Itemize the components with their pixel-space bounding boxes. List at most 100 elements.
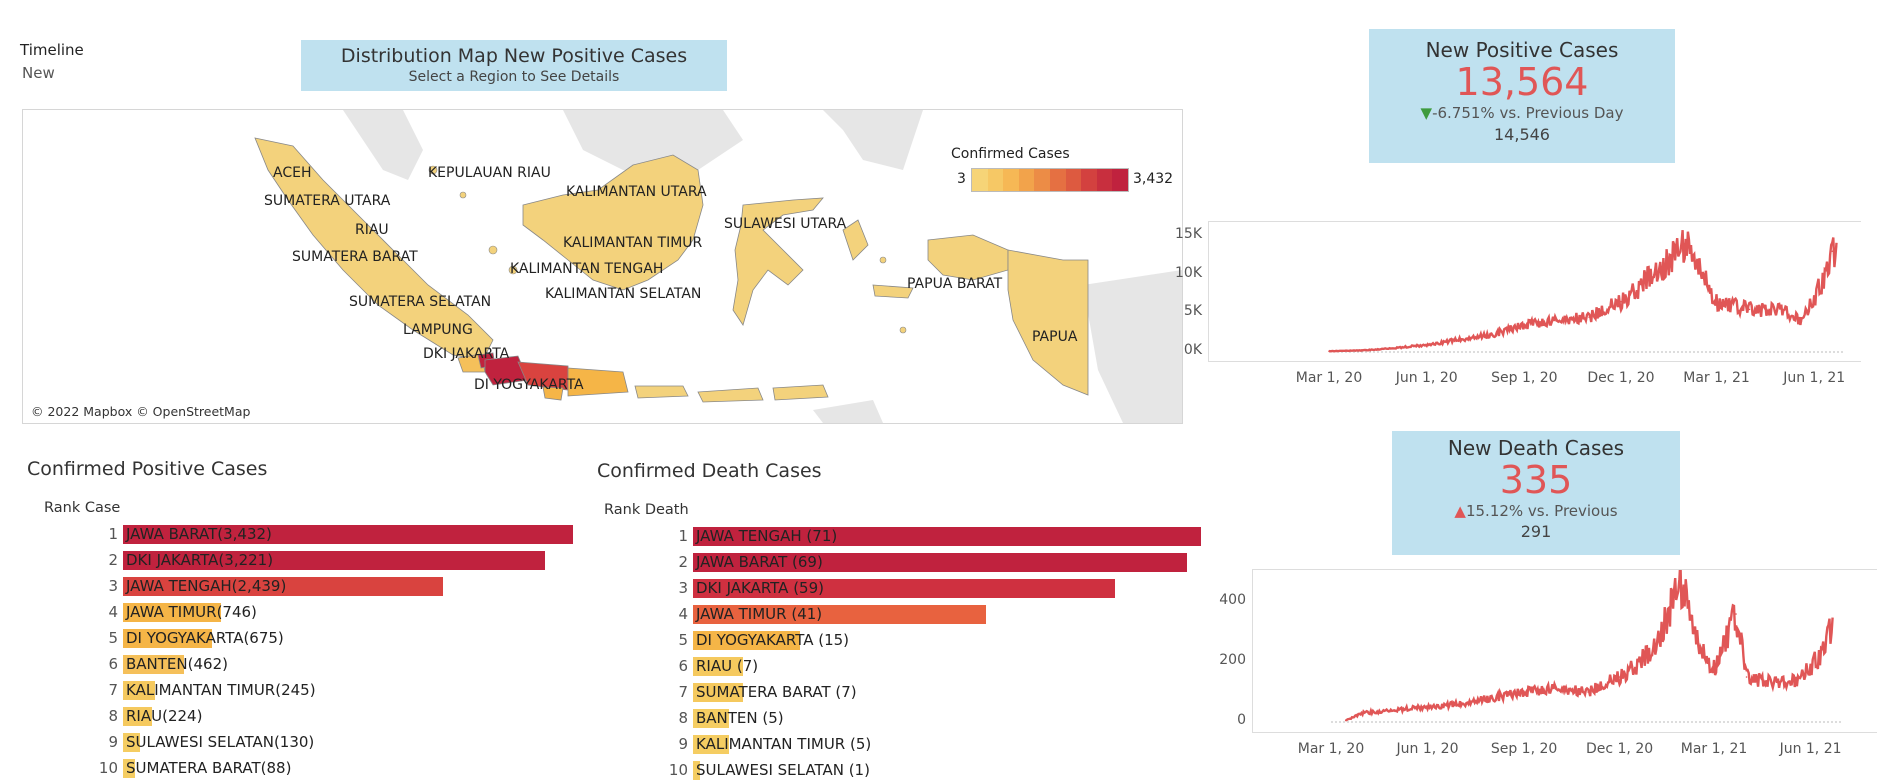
death-kpi-change: 15.12% vs. Previous [1465,501,1618,520]
map-label-kalimantan-timur: KALIMANTAN TIMUR [563,235,703,251]
positive-trend-point [1457,338,1460,341]
island-dot [428,165,438,175]
rank-label: SULAWESI SELATAN(130) [126,733,315,751]
positive_ranking-rank-row[interactable]: 5 DI YOGYAKARTA(675) [88,628,593,650]
x-tick-label: Jun 1, 20 [1396,741,1459,757]
positive_ranking-rank-row[interactable]: 4 JAWA TIMUR(746) [88,602,593,624]
rank-number: 1 [678,527,688,545]
rank-bar[interactable] [123,525,573,544]
positive_ranking-rank-row[interactable]: 6 BANTEN(462) [88,654,593,676]
rank-bar[interactable] [123,681,155,700]
rank-bar[interactable] [123,733,140,752]
rank-label: RIAU (7) [696,657,759,675]
positive-trend-svg[interactable] [1209,222,1861,361]
death_ranking-rank-row[interactable]: 4 JAWA TIMUR (41) [658,604,1221,626]
rank-bar[interactable] [693,735,729,754]
rank-number: 4 [108,603,118,621]
triangle-up-icon: ▲ [1454,501,1466,520]
triangle-down-icon: ▼ [1420,103,1433,122]
indonesia-map[interactable]: ACEH KEPULAUAN RIAU KALIMANTAN UTARA SUM… [22,109,1183,424]
neighbor-land-borneo-north [563,110,743,180]
death_ranking-rank-row[interactable]: 2 JAWA BARAT (69) [658,552,1221,574]
region-jawa-timur[interactable] [567,367,629,397]
death-trend-point [1745,676,1748,678]
map-label-papua: PAPUA [1032,329,1078,345]
positive-ranking-header: Rank Case [44,500,121,516]
positive-trend-point [1780,308,1783,311]
death_ranking-rank-row[interactable]: 7 SUMATERA BARAT (7) [658,682,1221,704]
rank-bar[interactable] [123,603,221,622]
death_ranking-rank-row[interactable]: 8 BANTEN (5) [658,708,1221,730]
death-trend-point [1394,709,1396,711]
x-tick-label: Mar 1, 20 [1295,370,1363,386]
death_ranking-rank-row[interactable]: 6 RIAU (7) [658,656,1221,678]
region-sulawesi[interactable] [732,197,824,326]
positive_ranking-rank-row[interactable]: 10 SUMATERA BARAT(88) [88,758,593,780]
positive_ranking-rank-row[interactable]: 1 JAWA BARAT(3,432) [88,524,593,546]
rank-bar[interactable] [123,707,152,726]
rank-number: 10 [668,761,688,779]
positive_ranking-rank-row[interactable]: 3 JAWA TENGAH(2,439) [88,576,593,598]
positive-trend-point [1683,242,1686,245]
positive-trend-point [1748,308,1751,311]
death-kpi-card: New Death Cases 335 ▲15.12% vs. Previous… [1392,431,1680,555]
positive_ranking-rank-row[interactable]: 7 KALIMANTAN TIMUR(245) [88,680,593,702]
positive_ranking-rank-row[interactable]: 9 SULAWESI SELATAN(130) [88,732,593,754]
rank-bar[interactable] [693,631,800,650]
map-svg[interactable] [23,110,1182,423]
death_ranking-rank-row[interactable]: 3 DKI JAKARTA (59) [658,578,1221,600]
rank-bar[interactable] [693,527,1201,546]
rank-bar[interactable] [123,577,443,596]
region-jawa-barat[interactable] [484,355,529,386]
death_ranking-rank-row[interactable]: 1 JAWA TENGAH (71) [658,526,1221,548]
positive_ranking-rank-row[interactable]: 8 RIAU(224) [88,706,593,728]
rank-bar[interactable] [693,553,1187,572]
region-nusa-tenggara[interactable] [634,384,829,403]
positive-trend-chart[interactable] [1208,221,1861,362]
positive-trend-line [1328,229,1838,353]
positive-kpi-value: 13,564 [1455,60,1589,104]
x-tick-label: Jun 1, 21 [1783,370,1846,386]
y-tick-label: 400 [1219,592,1246,608]
rank-bar[interactable] [123,551,545,570]
death-trend-point [1713,667,1715,669]
region-kalimantan[interactable] [522,154,704,291]
death_ranking-rank-row[interactable]: 10 SULAWESI SELATAN (1) [658,760,1221,782]
region-papua[interactable] [1007,249,1089,396]
rank-bar[interactable] [693,709,729,728]
map-label-sumatera-barat: SUMATERA BARAT [292,249,418,265]
rank-bar[interactable] [693,579,1115,598]
death-kpi-change-row: ▲15.12% vs. Previous [1392,502,1680,520]
region-maluku[interactable] [842,219,914,299]
rank-number: 2 [678,553,688,571]
death-trend-point [1554,688,1557,690]
death-trend-chart[interactable] [1252,560,1877,733]
positive-trend-point [1328,350,1330,353]
timeline-filter-value[interactable]: New [22,64,55,82]
rank-label: RIAU(224) [126,707,203,725]
map-label-sulawesi-utara: SULAWESI UTARA [724,216,847,232]
y-tick-label: 15K [1175,225,1202,242]
rank-bar[interactable] [123,629,212,648]
death-trend-point [1797,679,1799,681]
death_ranking-rank-row[interactable]: 9 KALIMANTAN TIMUR (5) [658,734,1221,756]
rank-label: JAWA TENGAH (71) [696,527,838,545]
rank-bar[interactable] [693,605,986,624]
rank-bar[interactable] [123,655,184,674]
rank-number: 6 [678,657,688,675]
legend-min: 3 [957,171,966,187]
positive_ranking-rank-row[interactable]: 2 DKI JAKARTA(3,221) [88,550,593,572]
death_ranking-rank-row[interactable]: 5 DI YOGYAKARTA (15) [658,630,1221,652]
map-label-lampung: LAMPUNG [403,322,473,338]
rank-bar[interactable] [693,657,743,676]
rank-number: 2 [108,551,118,569]
x-tick-label: Mar 1, 21 [1680,741,1748,757]
map-label-di-yogyakarta: DI YOGYAKARTA [474,377,584,393]
death-trend-svg[interactable] [1253,560,1877,732]
rank-bar[interactable] [693,683,743,702]
x-tick-label: Dec 1, 20 [1585,741,1654,757]
x-tick-label: Sep 1, 20 [1490,741,1558,757]
rank-label: SUMATERA BARAT(88) [126,759,292,777]
region-papua-barat[interactable] [927,234,1009,281]
region-di-yogyakarta[interactable] [542,386,564,401]
